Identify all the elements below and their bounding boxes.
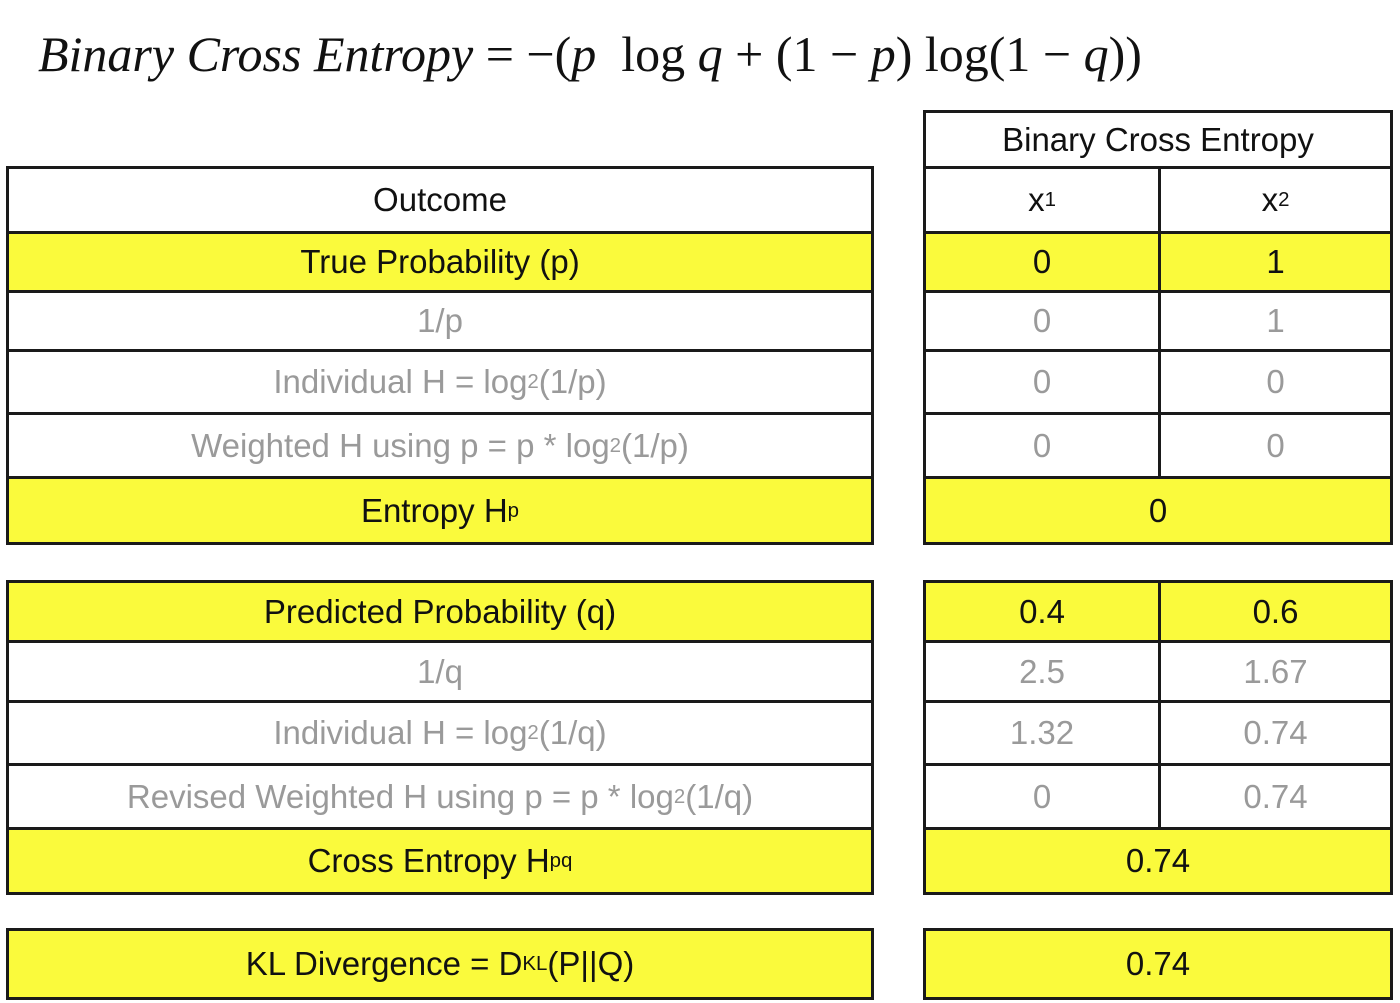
right-table-title: Binary Cross Entropy [923,110,1393,169]
outcome-header: Outcome [6,166,874,234]
indiv-h-q-x1-value: 1.32 [923,700,1161,766]
inv-q-x1-value: 2.5 [923,640,1161,703]
predicted-probability-label: Predicted Probability (q) [6,580,874,643]
formula-lhs: Binary Cross Entropy [38,26,474,82]
p-x2-value: 1 [1158,231,1393,293]
q-x2-value: 0.6 [1158,580,1393,643]
individual-h-p-label: Individual H = log 2 (1/p) [6,349,874,415]
indiv-h-p-x2-value: 0 [1158,349,1393,415]
kl-divergence-label: KL Divergence = D KL (P||Q) [6,928,874,1000]
cross-entropy-value: 0.74 [923,827,1393,895]
weighted-h-p-x1-value: 0 [923,412,1161,479]
inv-p-x1-value: 0 [923,290,1161,352]
weighted-h-p-label: Weighted H using p = p * log 2 (1/p) [6,412,874,479]
inv-q-x2-value: 1.67 [1158,640,1393,703]
inverse-p-label: 1/p [6,290,874,352]
revised-weighted-x2-value: 0.74 [1158,763,1393,830]
inv-p-x2-value: 1 [1158,290,1393,352]
revised-weighted-h-label: Revised Weighted H using p = p * log 2 (1… [6,763,874,830]
entropy-value: 0 [923,476,1393,545]
weighted-h-p-x2-value: 0 [1158,412,1393,479]
q-x1-value: 0.4 [923,580,1161,643]
kl-divergence-value: 0.74 [923,928,1393,1000]
indiv-h-p-x1-value: 0 [923,349,1161,415]
formula-heading: Binary Cross Entropy = −(p log q + (1 − … [38,26,1142,82]
inverse-q-label: 1/q [6,640,874,703]
indiv-h-q-x2-value: 0.74 [1158,700,1393,766]
p-x1-value: 0 [923,231,1161,293]
revised-weighted-x1-value: 0 [923,763,1161,830]
individual-h-q-label: Individual H = log 2 (1/q) [6,700,874,766]
true-probability-label: True Probability (p) [6,231,874,293]
